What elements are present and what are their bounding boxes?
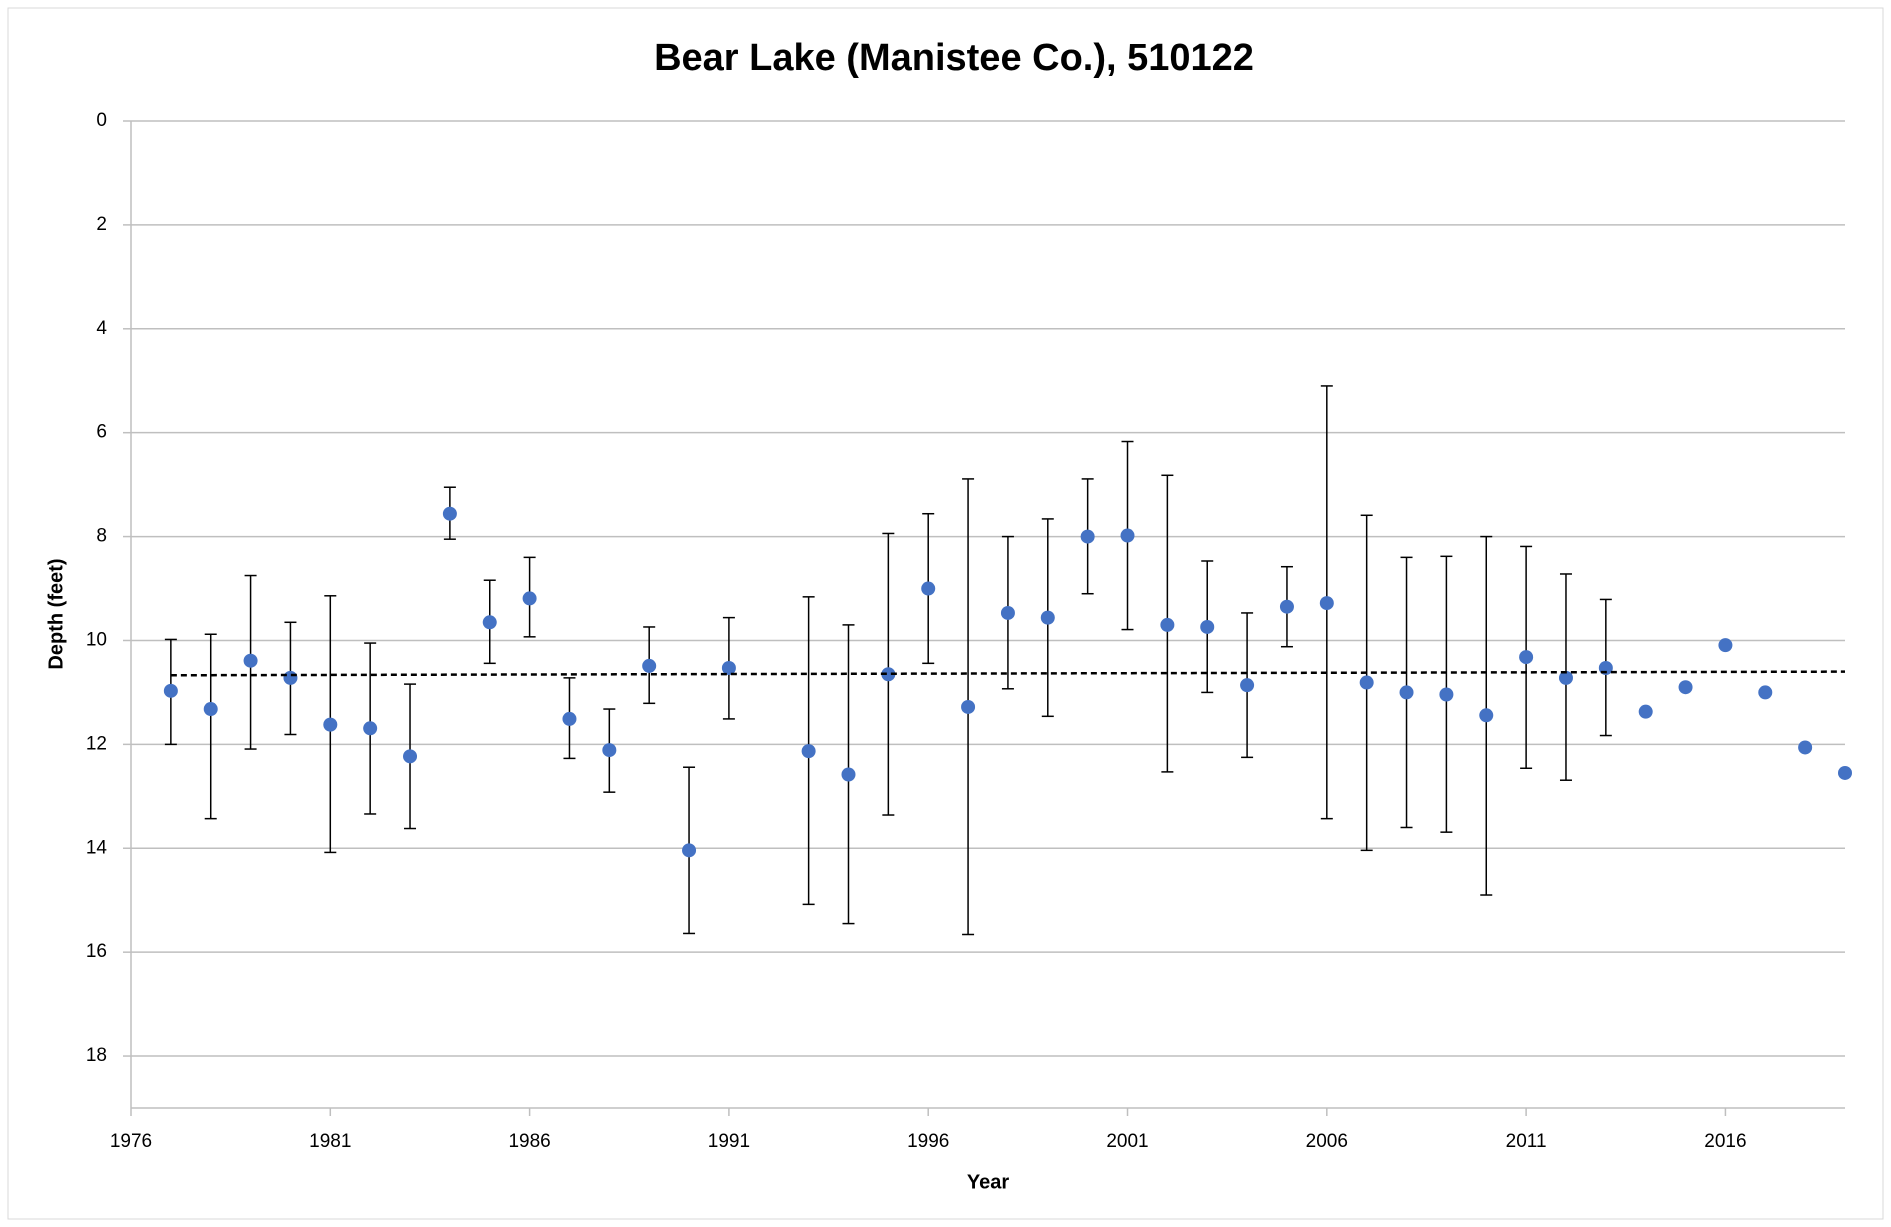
y-tick-label: 8: [96, 526, 107, 547]
data-point: [1120, 528, 1135, 543]
y-tick-label: 12: [86, 733, 107, 754]
data-point: [1080, 529, 1095, 544]
data-point: [1160, 617, 1175, 632]
data-point: [1638, 704, 1653, 719]
data-point: [1519, 650, 1534, 665]
y-axis-title: Depth (feet): [45, 558, 67, 669]
y-tick-label: 2: [96, 214, 107, 235]
data-point: [1040, 610, 1055, 625]
y-tick-label: 6: [96, 422, 107, 443]
data-point: [1838, 765, 1852, 780]
x-tick-label: 2006: [1306, 1131, 1348, 1152]
x-tick-label: 1981: [309, 1131, 351, 1152]
y-tick-label: 18: [86, 1045, 107, 1066]
data-point: [562, 711, 577, 726]
chart-border: [7, 7, 1884, 1220]
data-point: [1718, 638, 1733, 653]
y-tick-label: 14: [86, 837, 108, 858]
data-point: [1279, 599, 1294, 614]
data-point: [1758, 685, 1773, 700]
data-point: [522, 591, 537, 606]
data-point: [163, 683, 178, 698]
data-point: [323, 717, 338, 732]
data-point: [243, 653, 258, 668]
data-point: [442, 506, 457, 521]
data-point: [881, 667, 896, 682]
data-point: [203, 702, 218, 717]
chart-title: Bear Lake (Manistee Co.), 510122: [654, 37, 1254, 79]
y-tick-label: 4: [96, 318, 107, 339]
data-point: [1240, 678, 1255, 693]
x-tick-label: 2001: [1106, 1131, 1148, 1152]
data-point: [841, 767, 856, 782]
data-point: [642, 658, 657, 673]
x-axis-title: Year: [967, 1171, 1009, 1193]
x-tick-label: 1991: [708, 1131, 750, 1152]
data-point: [1479, 708, 1494, 723]
y-tick-label: 10: [86, 629, 107, 650]
data-point: [1319, 596, 1334, 611]
data-point: [1558, 670, 1573, 685]
data-point: [403, 749, 418, 764]
data-point: [1200, 619, 1215, 634]
data-point: [682, 843, 697, 858]
data-point: [921, 581, 936, 596]
trendline: [170, 670, 1846, 677]
data-point: [1399, 685, 1414, 700]
y-tick-label: 0: [96, 110, 107, 131]
x-tick-label: 2011: [1506, 1131, 1547, 1152]
data-point: [283, 670, 298, 685]
data-point: [1678, 680, 1693, 695]
x-tick-label: 2016: [1704, 1131, 1746, 1152]
data-point: [482, 615, 497, 630]
x-tick-label: 1996: [907, 1131, 949, 1152]
data-point: [602, 743, 617, 758]
data-point: [1798, 740, 1813, 755]
data-point: [1000, 605, 1015, 620]
x-tick-label: 1986: [508, 1131, 550, 1152]
data-point: [363, 721, 378, 736]
data-point: [961, 699, 976, 714]
data-point: [1439, 687, 1454, 702]
data-point: [801, 744, 816, 759]
error-bar: [204, 633, 217, 820]
data-point: [1359, 675, 1374, 690]
data-point: [721, 661, 736, 676]
y-tick-label: 16: [86, 941, 107, 962]
x-tick-label: 1976: [110, 1131, 152, 1152]
